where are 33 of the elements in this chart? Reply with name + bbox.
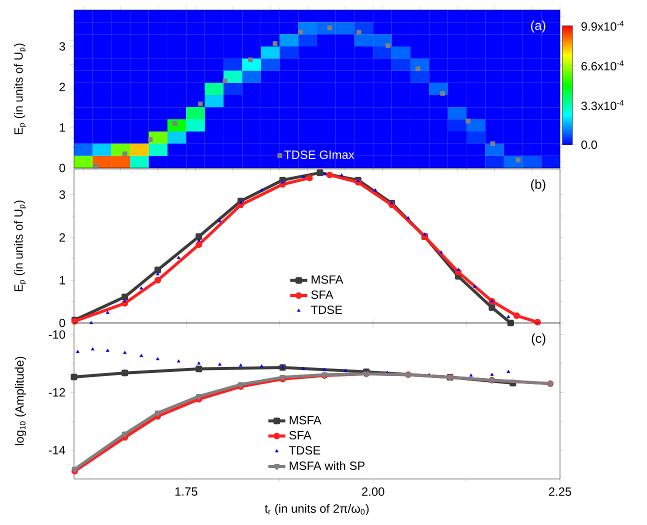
y-tick-label: 0 (59, 318, 66, 328)
legend-label: TDSE GImax (284, 150, 354, 159)
color-bar-label: 3.3x10$^{-4}$ (581, 100, 624, 110)
color-bar-label: 0.0 (581, 140, 598, 150)
color-bar-label: 6.6x10$^{-4}$ (581, 60, 624, 70)
legend-label: TDSE (289, 446, 320, 455)
annotation: (c) (532, 333, 546, 346)
y-axis-title: log$_{10}$ (Amplitude) (14, 356, 26, 446)
legend-label: MSFA with SP (290, 461, 365, 470)
y-tick-label: -14 (48, 446, 66, 454)
x-tick-label: 2.00 (362, 487, 384, 496)
legend-label: MSFA (290, 416, 322, 424)
x-axis-title: t$_{r}$ (in units of 2π/ω$_{0}$) (264, 504, 369, 516)
legend-label: SFA (289, 430, 312, 440)
y-tick-label: 2 (60, 233, 65, 242)
x-tick-label: 1.75 (175, 487, 198, 496)
y-tick-label: 1 (60, 276, 65, 284)
y-axis-title: E$_{p}$ (in units of U$_{p}$) (14, 44, 26, 134)
y-tick-label: 1 (60, 123, 65, 132)
legend-label: SFA (311, 290, 334, 299)
y-tick-label: 2 (60, 82, 65, 92)
y-tick-label: -10 (48, 330, 66, 339)
color-bar-label: 9.9x10$^{-4}$ (581, 20, 624, 31)
y-tick-label: 3 (59, 42, 66, 51)
x-tick-label: 2.25 (548, 487, 572, 496)
legend-label: TDSE (310, 306, 342, 314)
legend-label: MSFA (312, 275, 344, 284)
y-axis-title: E$_{p}$ (in units of U$_{p}$) (14, 200, 26, 292)
y-tick-label: 0 (59, 164, 66, 172)
annotation: (b) (531, 179, 546, 192)
y-tick-label: -12 (48, 388, 65, 396)
y-tick-label: 3 (59, 190, 66, 199)
annotation: (a) (531, 20, 546, 33)
